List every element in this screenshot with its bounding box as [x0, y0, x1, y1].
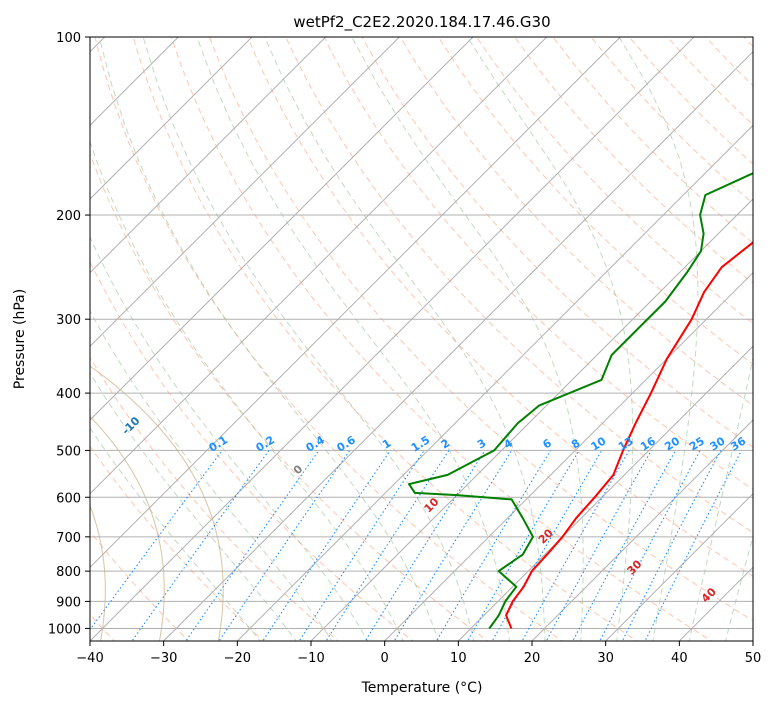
x-tick-label: 0	[381, 651, 389, 666]
dry-adiabat	[90, 260, 414, 641]
x-tick-label: 20	[524, 651, 541, 666]
mixing-ratio-line	[262, 450, 391, 641]
mixing-ratio-line	[90, 450, 223, 631]
y-tick-label: 200	[56, 209, 81, 224]
mixing-ratio-line	[466, 450, 580, 641]
y-tick-label: 500	[56, 444, 81, 459]
mixing-ratio-line	[572, 450, 676, 641]
isotherm	[90, 37, 327, 274]
dry-adiabat	[90, 152, 489, 641]
mixing-ratio-line	[298, 450, 425, 641]
x-tick-label: −20	[224, 651, 251, 666]
dewpoint-profile	[408, 172, 753, 630]
isotherm	[605, 492, 753, 641]
isotherm	[90, 37, 400, 348]
y-tick-label: 100	[56, 31, 81, 46]
y-tick-label: 400	[56, 387, 81, 402]
mixing-ratio-line	[435, 450, 552, 641]
x-tick-label: −30	[150, 651, 177, 666]
mixing-ratio-line	[621, 450, 722, 641]
mixing-ratio-line	[185, 450, 320, 641]
mixing-ratio-line	[393, 450, 513, 641]
isotherm	[90, 37, 253, 200]
mixing-ratio-line	[545, 450, 652, 641]
x-axis: −40 −30 −20 −10 0 10 20 30 40 50	[76, 641, 761, 666]
moist-adiabat	[90, 235, 369, 641]
isotherm	[310, 198, 753, 641]
y-tick-label: 900	[56, 595, 81, 610]
mixing-ratio-line	[364, 450, 486, 641]
isotherm	[384, 271, 753, 641]
mixing-ratio-line	[325, 450, 450, 641]
x-tick-label: 30	[597, 651, 614, 666]
y-axis-label: Pressure (hPa)	[12, 289, 28, 389]
y-axis: 100 200 300 400 500 600 700 800 900 1000	[48, 31, 90, 637]
isotherm	[531, 419, 753, 641]
x-tick-label: 50	[745, 651, 762, 666]
x-tick-label: −40	[76, 651, 103, 666]
isotherm	[90, 37, 548, 495]
x-tick-label: 10	[450, 651, 467, 666]
y-tick-label: 600	[56, 491, 81, 506]
plot-frame	[89, 36, 754, 642]
chart-title: wetPf2_C2E2.2020.184.17.46.G30	[293, 13, 550, 32]
mixing-ratio-line	[131, 450, 270, 641]
y-tick-label: 1000	[48, 622, 81, 637]
x-tick-label: 40	[671, 651, 688, 666]
x-axis-label: Temperature (°C)	[361, 680, 483, 696]
isotherm	[90, 37, 695, 641]
mixing-ratio-line	[599, 450, 701, 641]
isotherm	[90, 37, 621, 569]
temperature-profile	[505, 241, 753, 629]
isotherm	[236, 124, 753, 641]
y-tick-label: 700	[56, 531, 81, 546]
x-tick-label: −10	[297, 651, 324, 666]
mixing-ratio-line	[218, 450, 351, 641]
y-tick-label: 800	[56, 565, 81, 580]
y-tick-label: 300	[56, 313, 81, 328]
isotherm	[90, 37, 474, 421]
isotherm	[163, 50, 753, 641]
